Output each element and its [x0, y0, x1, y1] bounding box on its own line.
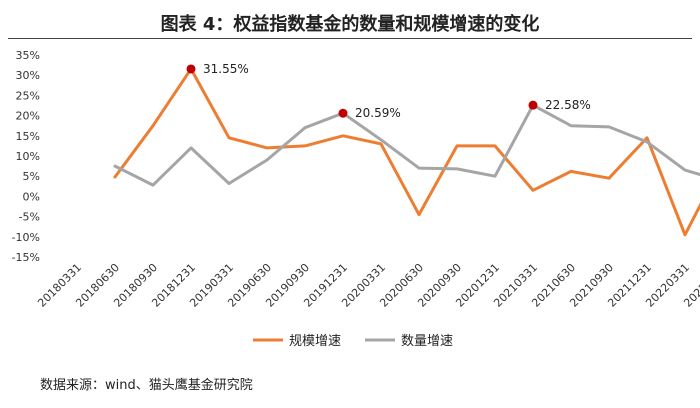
y-tick-label: 15% [16, 130, 40, 143]
title-divider [8, 38, 692, 39]
y-tick-label: 30% [16, 69, 40, 82]
legend: 规模增速 数量增速 [253, 334, 453, 349]
y-tick-label: -10% [12, 231, 40, 244]
annotations: 31.55% 20.59% 22.58% [186, 62, 591, 120]
peak-marker [186, 64, 196, 74]
y-tick-label: 20% [16, 110, 40, 123]
y-tick-label: -15% [12, 251, 40, 264]
line-chart: 35% 30% 25% 20% 15% 10% 5% 0% -5% -10% -15% 201803… [12, 49, 700, 349]
peak-marker [528, 100, 538, 110]
y-tick-label: 0% [23, 190, 40, 203]
x-axis-labels: 2018033120180630201809302018123120190331… [35, 261, 700, 310]
title-bar: 图表 4：权益指数基金的数量和规模增速的变化 [0, 0, 700, 40]
peak-marker [338, 108, 348, 118]
y-tick-label: 25% [16, 89, 40, 102]
chart-title: 图表 4：权益指数基金的数量和规模增速的变化 [160, 14, 540, 35]
series-line-1 [113, 103, 700, 187]
y-tick-label: 35% [16, 49, 40, 62]
legend-label: 数量增速 [401, 334, 453, 349]
peak-value-label: 20.59% [355, 106, 401, 120]
series-line-0 [113, 67, 700, 237]
y-tick-label: -5% [19, 211, 40, 224]
legend-label: 规模增速 [289, 334, 341, 349]
series-lines [113, 67, 700, 237]
data-source-note: 数据来源：wind、猫头鹰基金研究院 [40, 378, 253, 393]
y-axis-labels: 35% 30% 25% 20% 15% 10% 5% 0% -5% -10% -15% [12, 49, 40, 264]
peak-value-label: 22.58% [545, 98, 591, 112]
peak-value-label: 31.55% [203, 62, 249, 76]
y-tick-label: 5% [23, 170, 40, 183]
y-tick-label: 10% [16, 150, 40, 163]
